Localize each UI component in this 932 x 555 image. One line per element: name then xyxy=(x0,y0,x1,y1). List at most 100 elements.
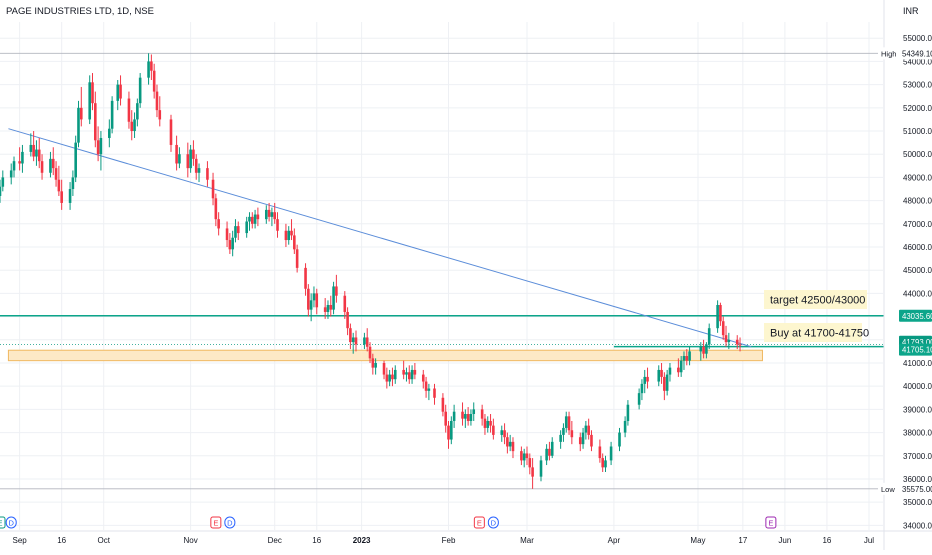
candle-body xyxy=(405,372,408,375)
buy-price-tag-bg xyxy=(899,343,932,356)
price-tick-label: 46000.00 xyxy=(903,243,932,252)
candle-body xyxy=(511,441,515,452)
candle-body xyxy=(522,453,526,461)
event-marker-d-icon[interactable] xyxy=(487,516,499,529)
candle-body xyxy=(545,448,548,461)
candle-body xyxy=(35,149,38,157)
high-price-tag-label-bg xyxy=(878,47,899,60)
target-annotation: target 42500/43000 xyxy=(770,295,865,307)
time-tick-label: 16 xyxy=(312,536,321,545)
event-marker-e-icon[interactable] xyxy=(210,516,222,529)
time-tick-label: Mar xyxy=(520,536,534,545)
candle-body xyxy=(265,209,268,220)
candle-body xyxy=(49,158,52,173)
candle-body xyxy=(721,321,725,336)
candle-body xyxy=(309,300,313,310)
candle-body xyxy=(489,420,492,426)
candle-body xyxy=(464,414,467,419)
price-tick-label: 40000.00 xyxy=(903,382,932,391)
candle-body xyxy=(329,304,333,310)
candle-body xyxy=(646,376,649,382)
currency-label: INR xyxy=(903,6,919,16)
time-tick-label: 16 xyxy=(57,536,66,545)
event-marker-d-icon[interactable] xyxy=(224,516,236,529)
trendline[interactable] xyxy=(8,128,752,348)
buy-zone[interactable] xyxy=(7,349,763,362)
candle-body xyxy=(21,151,24,164)
candle-body xyxy=(1,177,5,187)
time-tick-label: Sep xyxy=(13,536,28,545)
buy-price-tag-value: 41705.10 xyxy=(902,346,932,355)
candle-body xyxy=(618,432,621,447)
candle-body xyxy=(657,369,661,382)
candle-body xyxy=(231,237,234,250)
candle-body xyxy=(273,212,277,220)
time-tick-label: Jul xyxy=(864,536,874,545)
candle-body xyxy=(250,216,254,224)
low-price-tag-label-bg xyxy=(878,482,899,495)
candle-body xyxy=(550,441,554,456)
candle-body xyxy=(461,411,464,419)
event-marker-e-icon[interactable] xyxy=(0,516,6,529)
candle-body xyxy=(469,414,473,421)
candle-body xyxy=(332,286,335,310)
target-annotation-bg[interactable] xyxy=(764,290,867,309)
candle-body xyxy=(284,230,288,241)
candle-body xyxy=(492,425,495,435)
candle-body xyxy=(186,154,190,169)
candle-body xyxy=(96,140,100,155)
event-marker-d-icon[interactable] xyxy=(5,516,17,529)
candle-body xyxy=(421,374,425,382)
candle-body xyxy=(374,362,377,368)
event-marker-e-icon[interactable] xyxy=(473,516,485,529)
price-tick-label: 39000.00 xyxy=(903,405,932,414)
candle-body xyxy=(598,446,602,459)
candle-body xyxy=(660,369,663,377)
candle-body xyxy=(705,344,708,354)
candle-body xyxy=(640,383,644,394)
event-marker-label: E xyxy=(0,519,3,528)
high-price-tag-value: 54349.10 xyxy=(902,49,932,58)
price-tick-label: 45000.00 xyxy=(903,266,932,275)
candle-body xyxy=(677,367,680,373)
price-tick-label: 52000.00 xyxy=(903,104,932,113)
candle-body xyxy=(335,286,338,296)
price-tick-label: 47000.00 xyxy=(903,220,932,229)
candle-body xyxy=(287,230,291,241)
candle-body xyxy=(276,219,279,231)
time-tick-label: 2023 xyxy=(353,536,371,545)
low-price-tag-label: Low xyxy=(881,485,895,494)
candle-body xyxy=(18,161,21,164)
candle-body xyxy=(567,416,571,431)
candle-body xyxy=(452,411,456,421)
buy-annotation-bg[interactable] xyxy=(764,323,862,342)
candle-body xyxy=(315,293,319,308)
candle-body xyxy=(738,344,742,346)
candle-body xyxy=(665,374,669,391)
candle-body xyxy=(110,100,114,129)
candle-body xyxy=(51,158,55,169)
candles-layer xyxy=(0,53,742,489)
candle-body xyxy=(79,107,83,120)
candle-body xyxy=(626,404,630,421)
candle-body xyxy=(351,337,355,343)
candle-body xyxy=(486,420,490,428)
time-tick-label: 16 xyxy=(822,536,831,545)
event-marker-e-icon[interactable] xyxy=(765,516,777,529)
candle-body xyxy=(668,367,672,375)
trendline-layer xyxy=(8,128,752,348)
event-marker-label: E xyxy=(213,519,218,528)
candle-body xyxy=(99,137,103,155)
target-price-tag-bg xyxy=(899,309,932,322)
high-price-tag-label: High xyxy=(881,49,896,58)
candle-body xyxy=(119,84,122,99)
candle-body xyxy=(152,70,156,92)
time-tick-label: 17 xyxy=(738,536,747,545)
price-tick-label: 53000.00 xyxy=(903,81,932,90)
candle-body xyxy=(169,119,173,145)
candle-body xyxy=(539,460,543,477)
buy-annotation: Buy at 41700-41750 xyxy=(770,328,869,340)
candle-body xyxy=(427,388,431,391)
candle-body xyxy=(590,434,593,447)
